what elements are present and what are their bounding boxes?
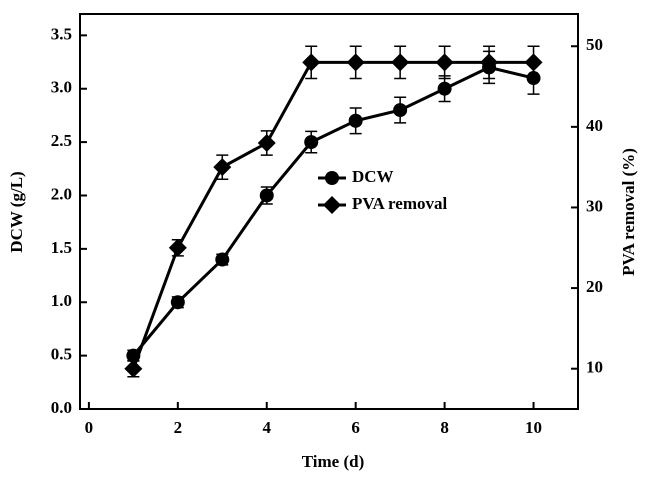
y-axis-label: DCW (g/L) <box>7 171 26 252</box>
y-tick-label: 0.0 <box>51 398 72 417</box>
x-tick-label: 6 <box>351 418 360 437</box>
data-point <box>346 53 365 72</box>
y2-tick-label: 40 <box>586 116 603 135</box>
y-tick-label: 2.0 <box>51 184 72 203</box>
data-point <box>124 359 143 378</box>
legend-marker <box>323 196 341 214</box>
data-point <box>215 252 230 267</box>
legend-marker <box>325 171 339 185</box>
series-line <box>132 65 534 357</box>
data-point <box>348 113 363 128</box>
y-tick-label: 3.0 <box>51 78 72 97</box>
data-point <box>259 188 274 203</box>
data-point <box>168 238 187 257</box>
y-tick-label: 3.5 <box>51 24 72 43</box>
legend-label: DCW <box>352 167 394 186</box>
y2-axis-label: PVA removal (%) <box>619 148 638 276</box>
x-tick-label: 2 <box>174 418 183 437</box>
y2-tick-label: 30 <box>586 196 603 215</box>
data-point <box>213 158 232 177</box>
x-tick-label: 4 <box>263 418 272 437</box>
data-point <box>302 53 321 72</box>
x-tick-label: 10 <box>525 418 542 437</box>
legend-label: PVA removal <box>352 194 448 213</box>
y2-tick-label: 10 <box>586 358 603 377</box>
y2-tick-label: 20 <box>586 277 603 296</box>
data-point <box>391 53 410 72</box>
data-point <box>435 53 454 72</box>
x-axis-label: Time (d) <box>302 452 365 471</box>
x-tick-label: 0 <box>85 418 94 437</box>
y-tick-label: 2.5 <box>51 131 72 150</box>
data-point <box>304 135 319 150</box>
data-point <box>480 53 499 72</box>
data-point <box>170 295 185 310</box>
y2-tick-label: 50 <box>586 35 603 54</box>
y-tick-label: 1.5 <box>51 238 72 257</box>
data-point <box>257 133 276 152</box>
series-line <box>131 60 534 370</box>
data-point <box>437 81 452 96</box>
data-point <box>524 53 543 72</box>
y-tick-label: 1.0 <box>51 291 72 310</box>
x-tick-label: 8 <box>440 418 449 437</box>
data-point <box>393 103 408 118</box>
y-tick-label: 0.5 <box>51 345 72 364</box>
plot-frame <box>79 13 579 410</box>
